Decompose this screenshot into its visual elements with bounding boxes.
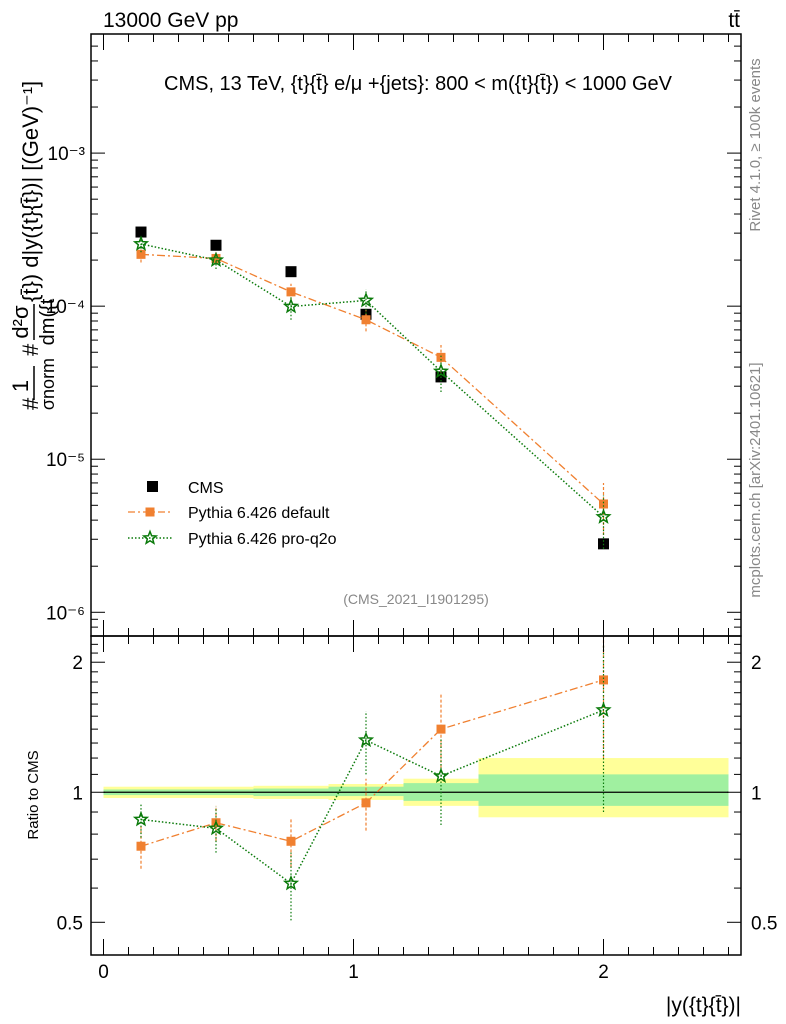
ratio-proq2o-point bbox=[432, 767, 450, 784]
main-proq2o-point bbox=[595, 508, 612, 524]
y-label-frac2-num: d²σ bbox=[8, 305, 33, 339]
analysis-watermark: (CMS_2021_I1901295) bbox=[343, 591, 489, 607]
ratio-proq2o-point bbox=[357, 731, 375, 748]
main-y-tick-label: 10⁻³ bbox=[48, 144, 86, 165]
main-default-point bbox=[361, 315, 371, 325]
main-series-layer bbox=[132, 226, 612, 550]
ratio-proq2o-point bbox=[207, 819, 225, 836]
y-label-frac1-den: σnorm bbox=[38, 358, 58, 410]
y-label-tail: {t̄}) d|y({t}{t̄})| [(GeV)⁻¹] bbox=[18, 81, 43, 302]
ratio-default-point bbox=[361, 798, 371, 808]
legend-cms-marker bbox=[147, 481, 158, 492]
main-cms-point bbox=[285, 266, 297, 278]
main-y-tick-label: 10⁻⁵ bbox=[46, 450, 85, 471]
y-label-hash-2: # bbox=[18, 343, 43, 356]
main-cms-point bbox=[210, 239, 222, 251]
main-cms-point bbox=[135, 226, 147, 238]
y-label-frac2-den: dm({t bbox=[37, 298, 59, 345]
ratio-proq2o-point bbox=[595, 701, 612, 717]
ratio-y-tick-label-right: 2 bbox=[751, 653, 762, 674]
main-y-axis-label: # 1 σnorm # d²σ dm({t {t̄}) d|y({t}{t̄})… bbox=[8, 81, 59, 410]
x-tick-label: 0 bbox=[98, 962, 109, 983]
main-y-tick-label: 10⁻⁶ bbox=[46, 603, 85, 624]
mcplots-label: mcplots.cern.ch [arXiv:2401.10621] bbox=[747, 362, 764, 597]
ratio-uncertainty-bands bbox=[103, 758, 729, 818]
ratio-default-point bbox=[599, 675, 608, 685]
main-proq2o-point bbox=[432, 362, 450, 379]
y-label-hash-1: # bbox=[18, 397, 43, 410]
main-default-point bbox=[286, 287, 296, 297]
main-proq2o-point bbox=[282, 297, 300, 314]
main-default-point bbox=[436, 352, 446, 362]
x-tick-label: 1 bbox=[348, 962, 359, 983]
main-proq2o-point bbox=[357, 291, 375, 308]
ratio-y-tick-label: 0.5 bbox=[57, 913, 83, 934]
legend-cms-label: CMS bbox=[188, 480, 224, 497]
header-final-state: tt̄ bbox=[728, 9, 740, 32]
legend: CMS Pythia 6.426 default Pythia 6.426 pr… bbox=[128, 480, 337, 548]
x-axis-label: |y({t}{t̄})| bbox=[666, 994, 741, 1017]
ratio-series-layer bbox=[132, 636, 612, 921]
axes-layer: 10⁻³ 10⁻⁴ 10⁻⁵ 10⁻⁶ 2 2 1 1 0.5 0.5 0 1 2 bbox=[46, 33, 777, 983]
legend-proq2o-label: Pythia 6.426 pro-q2o bbox=[188, 531, 337, 548]
y-label-frac1-num: 1 bbox=[8, 380, 33, 392]
ratio-default-point bbox=[136, 841, 146, 851]
main-proq2o-point bbox=[207, 251, 225, 268]
main-proq2o-line bbox=[140, 243, 605, 518]
ratio-y-tick-label-right: 0.5 bbox=[751, 913, 777, 934]
legend-default-marker bbox=[145, 507, 155, 517]
ratio-y-tick-label: 2 bbox=[72, 653, 83, 674]
legend-proq2o-marker bbox=[141, 529, 159, 545]
main-default-point bbox=[136, 249, 146, 259]
ratio-y-axis-label: Ratio to CMS bbox=[25, 750, 42, 839]
ratio-y-tick-label: 1 bbox=[72, 783, 83, 804]
ratio-band-inner bbox=[328, 786, 404, 797]
chart-title: CMS, 13 TeV, {t}{t̄} e/μ +{jets}: 800 < … bbox=[164, 73, 673, 95]
main-proq2o-point bbox=[132, 235, 150, 251]
x-tick-label: 2 bbox=[598, 962, 609, 983]
ratio-panel-frame bbox=[90, 635, 742, 956]
ratio-proq2o-point bbox=[282, 874, 300, 891]
main-y-tick-label: 10⁻⁴ bbox=[46, 297, 85, 318]
ratio-y-tick-label-right: 1 bbox=[751, 783, 762, 804]
ratio-default-line bbox=[140, 679, 604, 847]
main-default-point bbox=[599, 499, 608, 509]
main-default-line bbox=[140, 253, 604, 505]
ratio-default-point bbox=[286, 836, 296, 846]
legend-default-label: Pythia 6.426 default bbox=[188, 505, 330, 522]
header-process: 13000 GeV pp bbox=[103, 9, 238, 32]
ratio-default-point bbox=[436, 724, 446, 734]
ratio-proq2o-line bbox=[140, 709, 604, 885]
ratio-proq2o-point bbox=[132, 810, 150, 827]
rivet-version-label: Rivet 4.1.0, ≥ 100k events bbox=[747, 58, 764, 231]
